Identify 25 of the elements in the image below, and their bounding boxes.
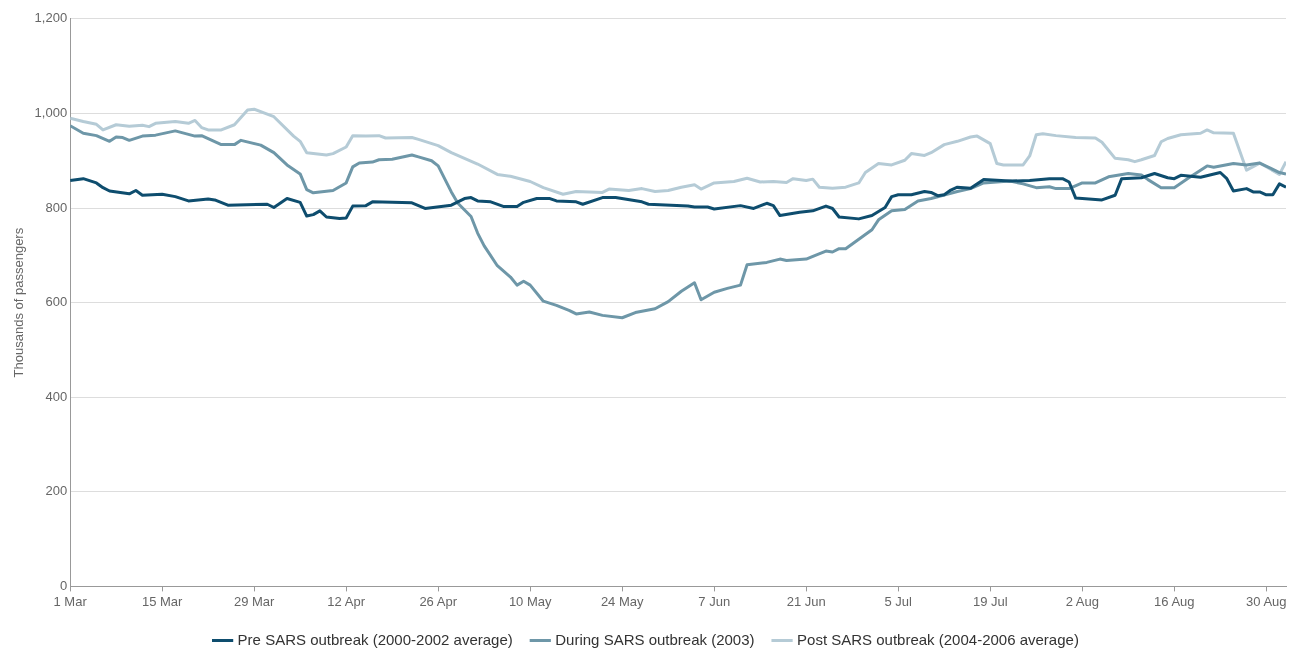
x-tick-label: 7 Jun <box>698 593 731 609</box>
y-tick-label: 200 <box>45 483 68 499</box>
legend-label: Post SARS outbreak (2004-2006 average) <box>797 630 1079 648</box>
legend-label: Pre SARS outbreak (2000-2002 average) <box>237 630 513 648</box>
x-tick-label: 21 Jun <box>786 593 826 609</box>
x-tick-label: 26 Apr <box>419 593 458 609</box>
x-tick-label: 1 Mar <box>53 593 88 609</box>
y-tick-label: 400 <box>45 388 68 404</box>
y-tick-label: 800 <box>45 199 68 215</box>
x-tick-label: 29 Mar <box>233 593 276 609</box>
x-tick-label: 12 Apr <box>327 593 366 609</box>
legend-label: During SARS outbreak (2003) <box>555 630 755 648</box>
x-tick-label: 5 Jul <box>884 593 913 609</box>
x-tick-label: 16 Aug <box>1154 593 1195 609</box>
x-tick-label: 15 Mar <box>141 593 184 609</box>
x-tick-label: 10 May <box>508 593 552 609</box>
y-tick-label: 1,200 <box>34 10 68 26</box>
x-tick-label: 24 May <box>600 593 645 609</box>
y-tick-label: 1,000 <box>34 104 68 120</box>
x-tick-label: 2 Aug <box>1065 593 1099 609</box>
y-tick-label: 600 <box>45 294 68 310</box>
y-axis-title: Thousands of passengers <box>11 227 27 378</box>
y-tick-label: 0 <box>59 577 68 593</box>
x-tick-label: 30 Aug <box>1246 593 1287 609</box>
x-tick-label: 19 Jul <box>972 593 1008 609</box>
